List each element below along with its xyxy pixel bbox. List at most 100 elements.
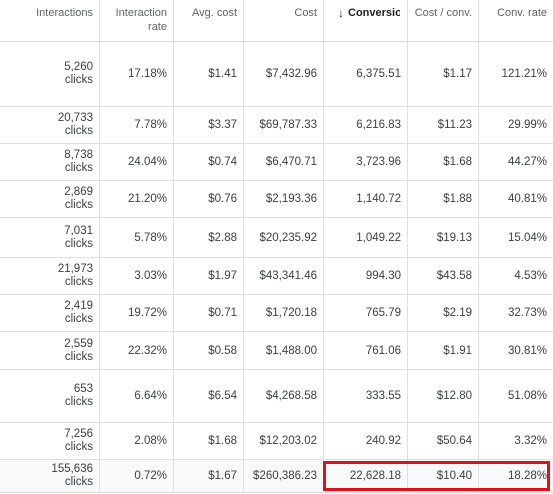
row-conversions: 761.06 <box>324 332 408 370</box>
row-cost-per-conv: $2.19 <box>408 295 479 332</box>
row-interaction-rate: 19.72% <box>100 295 174 332</box>
row-conversions: 994.30 <box>324 258 408 295</box>
row-interaction-rate: 21.20% <box>100 181 174 218</box>
row-cost: $1,720.18 <box>244 295 324 332</box>
row-avg-cost: $2.88 <box>174 218 244 258</box>
total-conv-rate: 18.28% <box>479 460 553 493</box>
header-cost[interactable]: Cost <box>244 0 324 42</box>
interactions-count: 7,031 <box>64 224 93 237</box>
header-conversions-label: Conversio <box>348 7 400 19</box>
row-avg-cost: $0.74 <box>174 144 244 181</box>
row-conversions: 6,375.51 <box>324 42 408 107</box>
header-conv-rate[interactable]: Conv. rate <box>479 0 553 42</box>
interactions-unit: clicks <box>64 74 93 86</box>
row-conversions: 6,216.83 <box>324 107 408 144</box>
row-interaction-rate: 17.18% <box>100 42 174 107</box>
row-interactions: 7,031 clicks <box>0 218 100 258</box>
row-interactions: 5,260 clicks <box>0 42 100 107</box>
row-interaction-rate: 24.04% <box>100 144 174 181</box>
row-conv-rate: 32.73% <box>479 295 553 332</box>
interactions-count: 5,260 <box>64 61 93 73</box>
row-interactions: 21,973 clicks <box>0 258 100 295</box>
total-conversions: 22,628.18 <box>324 460 408 493</box>
total-avg-cost: $1.67 <box>174 460 244 493</box>
row-interactions: 2,559 clicks <box>0 332 100 370</box>
row-cost-per-conv: $1.68 <box>408 144 479 181</box>
row-conv-rate: 121.21% <box>479 42 553 107</box>
row-conv-rate: 30.81% <box>479 332 553 370</box>
row-interactions: 653 clicks <box>0 370 100 423</box>
total-cost-per-conv: $10.40 <box>408 460 479 493</box>
row-interaction-rate: 6.64% <box>100 370 174 423</box>
row-conversions: 765.79 <box>324 295 408 332</box>
row-conv-rate: 29.99% <box>479 107 553 144</box>
row-conv-rate: 51.08% <box>479 370 553 423</box>
row-cost: $12,203.02 <box>244 423 324 460</box>
row-cost-per-conv: $43.58 <box>408 258 479 295</box>
row-cost-per-conv: $19.13 <box>408 218 479 258</box>
row-avg-cost: $1.68 <box>174 423 244 460</box>
row-interactions: 2,419 clicks <box>0 295 100 332</box>
row-avg-cost: $0.76 <box>174 181 244 218</box>
row-interaction-rate: 3.03% <box>100 258 174 295</box>
header-interactions[interactable]: Interactions <box>0 0 100 42</box>
row-cost-per-conv: $50.64 <box>408 423 479 460</box>
interactions-unit: clicks <box>64 313 93 325</box>
interactions-count: 2,419 <box>64 300 93 312</box>
row-cost-per-conv: $1.88 <box>408 181 479 218</box>
row-conversions: 1,049.22 <box>324 218 408 258</box>
row-cost-per-conv: $1.17 <box>408 42 479 107</box>
interactions-unit: clicks <box>64 199 93 211</box>
row-conversions: 1,140.72 <box>324 181 408 218</box>
header-interaction-rate[interactable]: Interaction rate <box>100 0 174 42</box>
row-conv-rate: 40.81% <box>479 181 553 218</box>
row-interaction-rate: 22.32% <box>100 332 174 370</box>
interactions-count: 8,738 <box>64 149 93 161</box>
row-cost: $2,193.36 <box>244 181 324 218</box>
row-cost: $43,341.46 <box>244 258 324 295</box>
header-cost-per-conv[interactable]: Cost / conv. <box>408 0 479 42</box>
interactions-unit: clicks <box>64 125 93 137</box>
row-conversions: 333.55 <box>324 370 408 423</box>
interactions-unit: clicks <box>64 350 93 363</box>
row-interaction-rate: 7.78% <box>100 107 174 144</box>
row-avg-cost: $6.54 <box>174 370 244 423</box>
row-interactions: 7,256 clicks <box>0 423 100 460</box>
interactions-count: 155,636 <box>51 463 93 475</box>
interactions-count: 653 <box>73 383 93 395</box>
row-conversions: 240.92 <box>324 423 408 460</box>
row-interactions: 2,869 clicks <box>0 181 100 218</box>
row-cost: $20,235.92 <box>244 218 324 258</box>
interactions-count: 2,869 <box>64 186 93 198</box>
total-interactions: 155,636 clicks <box>0 460 100 493</box>
row-avg-cost: $1.97 <box>174 258 244 295</box>
row-avg-cost: $1.41 <box>174 42 244 107</box>
row-conv-rate: 15.04% <box>479 218 553 258</box>
interactions-unit: clicks <box>64 396 93 408</box>
row-interactions: 20,733 clicks <box>0 107 100 144</box>
sort-descending-icon: ↓ <box>338 6 344 20</box>
interactions-count: 21,973 <box>57 263 93 275</box>
header-conversions[interactable]: ↓ Conversio <box>324 0 408 42</box>
row-cost-per-conv: $12.80 <box>408 370 479 423</box>
row-cost: $1,488.00 <box>244 332 324 370</box>
row-cost-per-conv: $1.91 <box>408 332 479 370</box>
row-cost-per-conv: $11.23 <box>408 107 479 144</box>
row-cost: $6,470.71 <box>244 144 324 181</box>
interactions-count: 7,256 <box>64 428 93 440</box>
row-avg-cost: $3.37 <box>174 107 244 144</box>
interactions-unit: clicks <box>64 276 93 288</box>
row-avg-cost: $0.58 <box>174 332 244 370</box>
row-interactions: 8,738 clicks <box>0 144 100 181</box>
total-cost: $260,386.23 <box>244 460 324 493</box>
header-avg-cost[interactable]: Avg. cost <box>174 0 244 42</box>
interactions-unit: clicks <box>64 441 93 453</box>
row-avg-cost: $0.71 <box>174 295 244 332</box>
interactions-unit: clicks <box>64 476 93 488</box>
row-interaction-rate: 2.08% <box>100 423 174 460</box>
interactions-count: 2,559 <box>64 337 93 350</box>
row-interaction-rate: 5.78% <box>100 218 174 258</box>
row-cost: $4,268.58 <box>244 370 324 423</box>
row-conversions: 3,723.96 <box>324 144 408 181</box>
